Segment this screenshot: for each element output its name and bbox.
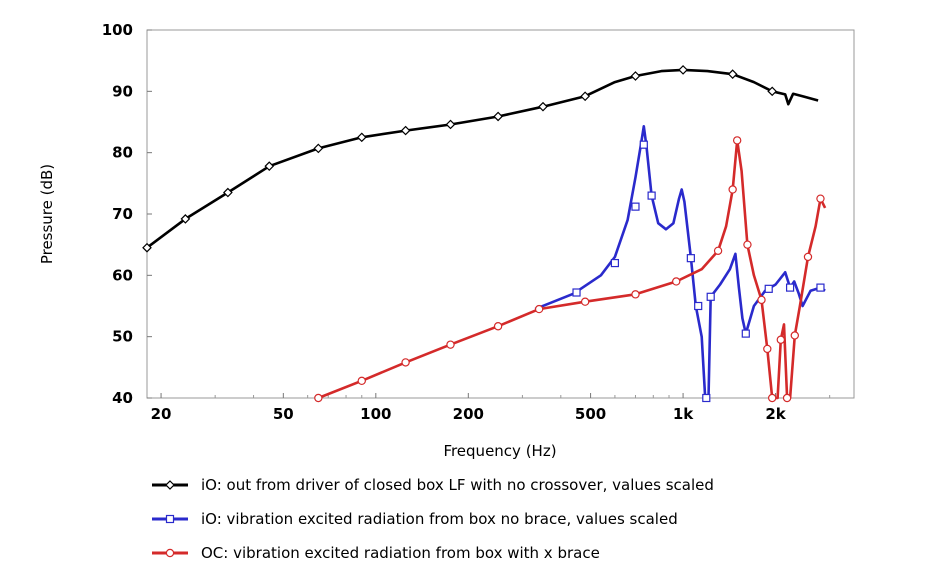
legend-label: iO: vibration excited radiation from box… <box>201 510 678 528</box>
circle-marker <box>493 322 503 331</box>
x-tick-label: 20 <box>151 405 172 423</box>
circle-marker <box>580 297 590 306</box>
circle-marker <box>631 290 640 299</box>
square-marker <box>647 191 656 200</box>
circle-marker <box>446 340 455 349</box>
y-tick-label: 90 <box>112 82 133 100</box>
y-axis-title: Pressure (dB) <box>38 164 56 264</box>
circle-marker <box>757 295 766 305</box>
series-circle <box>314 136 827 403</box>
diamond-marker <box>445 119 456 130</box>
legend: iO: out from driver of closed box LF wit… <box>152 476 714 562</box>
series-square <box>534 125 826 403</box>
circle-marker <box>782 393 792 403</box>
diamond-marker <box>630 71 641 81</box>
x-tick-label: 100 <box>360 405 391 423</box>
square-marker <box>610 258 620 268</box>
circle-marker <box>763 344 772 354</box>
y-tick-label: 40 <box>112 389 133 407</box>
plot-frame <box>146 29 855 399</box>
series-diamond <box>142 65 819 253</box>
square-marker <box>694 301 703 311</box>
circle-marker <box>165 548 175 558</box>
circle-marker <box>314 393 323 403</box>
y-tick-label: 100 <box>102 21 133 39</box>
diamond-marker <box>767 86 778 97</box>
diamond-marker <box>538 101 548 112</box>
x-tick-label: 1k <box>673 405 694 423</box>
legend-item: iO: out from driver of closed box LF wit… <box>152 476 714 494</box>
diamond-marker <box>313 143 324 154</box>
series-line <box>317 139 827 400</box>
y-tick-label: 70 <box>112 205 133 223</box>
diamond-marker <box>165 480 175 490</box>
circle-marker <box>816 194 825 203</box>
square-marker <box>785 283 795 292</box>
x-tick-label: 50 <box>273 405 294 423</box>
x-tick-label: 500 <box>575 405 606 423</box>
series-line <box>534 125 826 400</box>
y-tick-label: 80 <box>112 144 133 162</box>
square-marker <box>639 140 648 149</box>
circle-marker <box>743 240 752 249</box>
circle-marker <box>357 376 366 386</box>
circle-marker <box>728 185 737 194</box>
square-marker <box>706 292 715 301</box>
diamond-marker <box>142 242 152 253</box>
square-marker <box>631 202 640 211</box>
diamond-marker <box>580 91 590 102</box>
series-line <box>146 68 819 249</box>
x-tick-label: 2k <box>765 405 786 423</box>
square-marker <box>686 254 695 263</box>
square-marker <box>816 283 825 292</box>
square-marker <box>764 284 773 293</box>
diamond-marker <box>264 161 275 172</box>
legend-item: OC: vibration excited radiation from box… <box>152 544 600 562</box>
square-marker <box>702 393 711 403</box>
x-tick-label: 200 <box>453 405 484 423</box>
circle-marker <box>767 393 777 403</box>
circle-marker <box>803 252 813 262</box>
diamond-marker <box>356 132 367 143</box>
square-marker <box>741 329 750 338</box>
diamond-marker <box>727 69 738 80</box>
square-marker <box>165 514 175 524</box>
data-series <box>142 65 827 403</box>
x-axis-title: Frequency (Hz) <box>443 442 556 460</box>
circle-marker <box>790 331 799 340</box>
circle-marker <box>534 304 544 314</box>
legend-label: iO: out from driver of closed box LF wit… <box>201 476 714 494</box>
diamond-marker <box>678 65 688 75</box>
circle-marker <box>732 136 742 145</box>
diamond-marker <box>400 125 411 136</box>
y-tick-label: 50 <box>112 328 133 346</box>
axis-ticks: 40 50 60 70 80 90 100 20 50 100 200 500 1k 2k <box>102 21 831 423</box>
diamond-marker <box>493 111 503 122</box>
circle-marker <box>776 335 786 344</box>
y-tick-label: 60 <box>112 266 133 284</box>
diamond-marker <box>180 214 191 224</box>
square-marker <box>572 288 581 297</box>
circle-marker <box>672 277 681 286</box>
legend-label: OC: vibration excited radiation from box… <box>201 544 600 562</box>
legend-item: iO: vibration excited radiation from box… <box>152 510 678 528</box>
diamond-marker <box>223 187 233 198</box>
circle-marker <box>401 358 410 367</box>
circle-marker <box>713 246 723 255</box>
